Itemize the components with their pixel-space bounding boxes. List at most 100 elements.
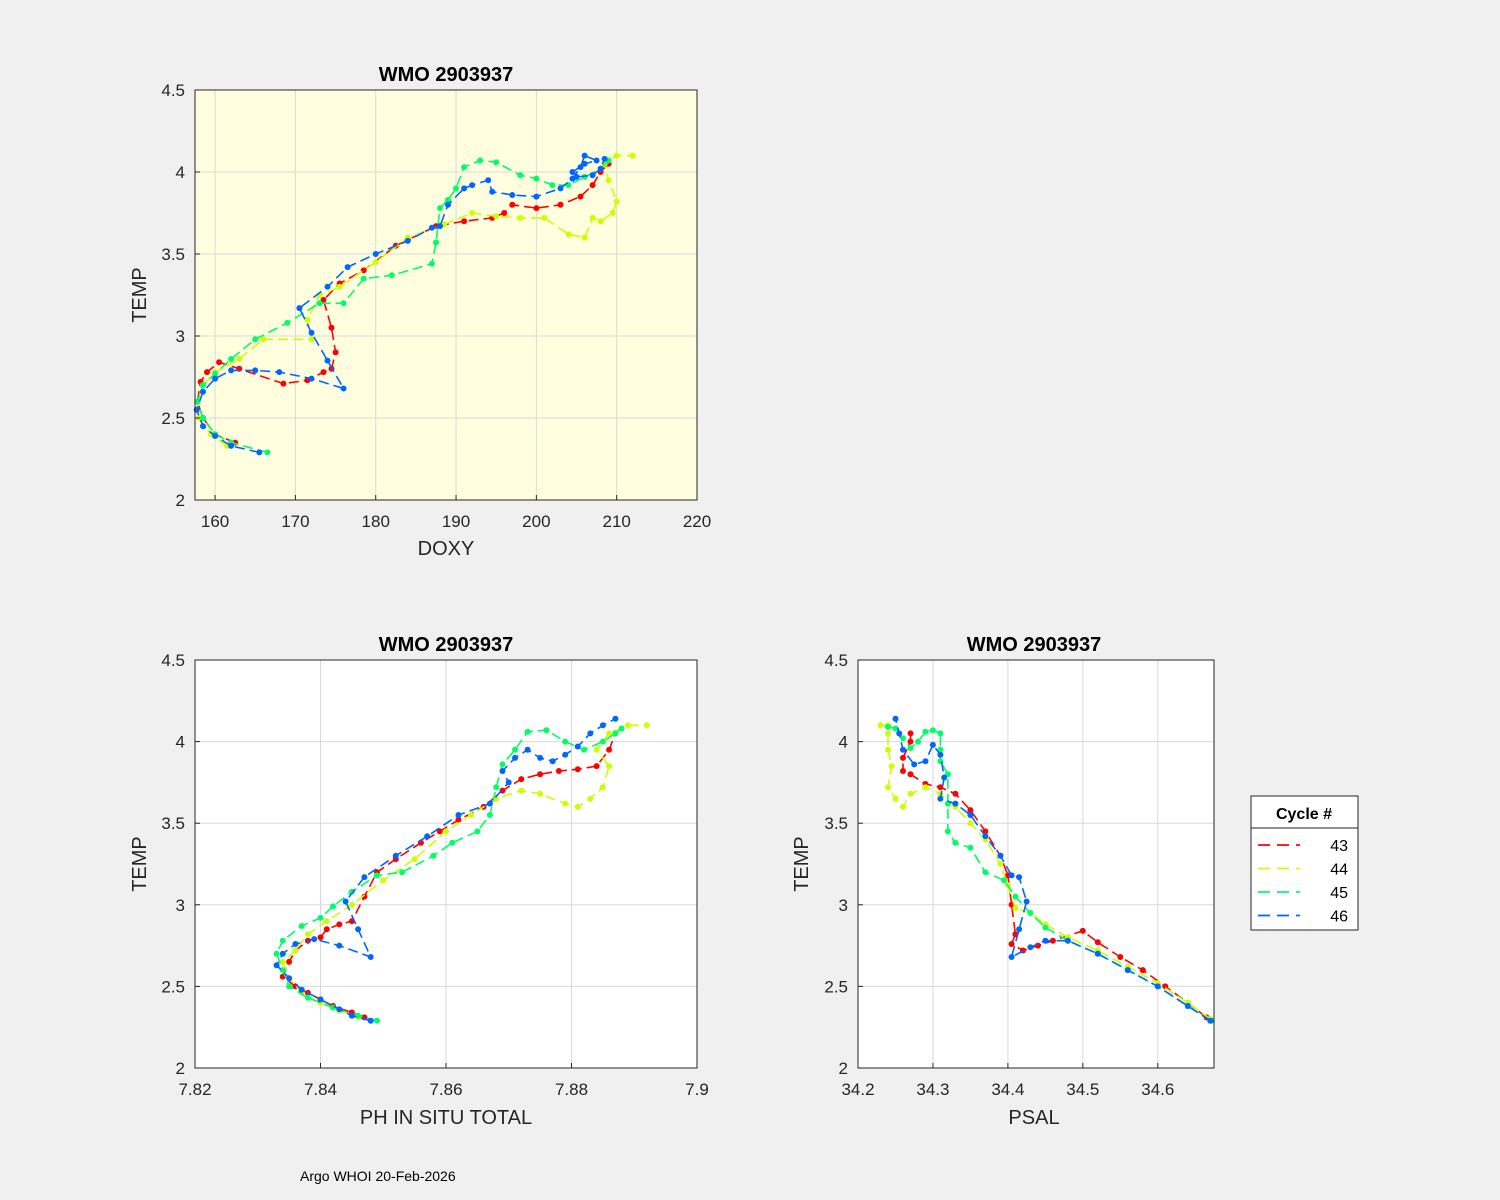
series-45-point — [937, 746, 944, 753]
plot-doxy-title: WMO 2903937 — [379, 64, 514, 86]
series-46-point — [212, 433, 219, 439]
series-44-point — [348, 901, 355, 908]
series-45-point — [499, 761, 506, 768]
series-44-point — [625, 722, 631, 729]
series-43-point — [952, 790, 959, 797]
series-46-point — [342, 898, 349, 905]
series-43-point — [1079, 927, 1086, 934]
series-44-point — [877, 722, 884, 729]
series-43-point — [900, 768, 906, 774]
series-45-point — [428, 260, 435, 267]
series-43-point — [593, 763, 600, 770]
series-46-point — [1094, 950, 1101, 957]
series-46-point — [344, 264, 351, 271]
series-45-point — [533, 175, 540, 182]
series-46-point — [574, 743, 581, 750]
series-45-point — [286, 983, 293, 990]
series-46-point — [276, 369, 283, 376]
series-45-point — [517, 172, 524, 179]
series-46-point — [1008, 954, 1015, 960]
plot-psal-yticks: 2 2.5 3 3.5 4 4.5 — [824, 651, 863, 1078]
series-43-point — [589, 182, 596, 189]
series-46-point — [941, 774, 948, 781]
series-43-line — [196, 163, 610, 444]
x-tick-label: 7.82 — [178, 1080, 211, 1099]
series-43-point — [900, 754, 906, 761]
plot-doxy-series — [193, 152, 636, 456]
series-45-point — [317, 914, 324, 921]
series-46-point — [336, 942, 343, 949]
series-46-point — [1016, 874, 1023, 881]
series-44-point — [517, 214, 524, 221]
series-46-point — [212, 375, 219, 382]
plot-ph-series — [273, 715, 650, 1024]
plot-psal-xlabel: PSAL — [1008, 1107, 1059, 1129]
series-43-point — [907, 771, 914, 778]
x-tick-label: 160 — [201, 512, 229, 531]
y-tick-label: 3.5 — [161, 814, 185, 833]
series-46-point — [1064, 937, 1071, 944]
plot-doxy-xlabel: DOXY — [418, 538, 475, 560]
series-46-point — [404, 237, 411, 244]
plot-psal-frame — [857, 659, 1215, 1069]
series-43-point — [216, 359, 223, 366]
series-44-point — [260, 336, 267, 343]
series-43-point — [332, 349, 339, 356]
series-44-point — [967, 820, 974, 827]
series-46-point — [982, 833, 989, 840]
series-45-point — [200, 415, 206, 421]
series-45-point — [399, 869, 406, 876]
series-43-point — [509, 201, 516, 208]
series-43-point — [328, 324, 335, 331]
plot-doxy-background — [195, 90, 697, 500]
series-44-point — [581, 234, 588, 241]
series-44-point — [372, 259, 379, 266]
series-46-point — [1016, 926, 1023, 933]
series-44-point — [336, 283, 343, 290]
y-tick-label: 2.5 — [824, 977, 848, 996]
series-44-point — [589, 214, 596, 221]
series-46-point — [1124, 967, 1131, 974]
series-46-point — [336, 1006, 343, 1013]
plot-psal-background — [858, 660, 1214, 1068]
series-45-point — [524, 728, 531, 735]
y-tick-label: 2 — [176, 491, 185, 510]
series-43-point — [907, 738, 914, 745]
series-45-point — [1027, 910, 1034, 916]
plot-ph-xlabel: PH IN SITU TOTAL — [360, 1107, 532, 1129]
y-tick-label: 3.5 — [824, 814, 848, 833]
series-46-point — [424, 833, 431, 840]
series-46-point — [355, 926, 362, 933]
series-45-point — [340, 300, 347, 307]
series-45-point — [437, 205, 443, 212]
y-tick-label: 4.5 — [824, 651, 848, 670]
series-45-point — [430, 852, 437, 859]
series-46-point — [273, 962, 280, 969]
series-45-point — [374, 872, 380, 879]
series-44-point — [541, 214, 548, 221]
series-46-point — [461, 185, 468, 192]
series-43-point — [574, 766, 581, 773]
series-43-point — [501, 210, 508, 216]
series-44-point — [900, 803, 906, 810]
legend: Cycle # 43 44 45 46 — [1250, 795, 1359, 931]
series-43-point — [1117, 954, 1124, 960]
series-44-point — [308, 336, 315, 343]
plot-psal-xticks: 34.2 34.3 34.4 34.5 34.6 — [841, 1063, 1174, 1099]
series-46-point — [573, 173, 580, 180]
series-45-point — [355, 1012, 362, 1019]
series-46-point — [593, 157, 600, 164]
series-45-point — [944, 828, 951, 835]
series-45-point — [982, 869, 989, 876]
y-tick-label: 4 — [176, 733, 185, 752]
series-46-point — [1023, 898, 1030, 905]
series-46-point — [577, 164, 584, 171]
series-44-point — [411, 856, 418, 863]
plot-doxy-yticks: 2 2.5 3 3.5 4 4.5 — [161, 81, 200, 510]
series-44-point — [587, 795, 594, 802]
series-44-point — [629, 152, 636, 159]
series-46-point — [317, 996, 324, 1003]
series-45-point — [330, 903, 336, 910]
series-46-point — [537, 754, 544, 761]
series-45-point — [512, 746, 518, 753]
